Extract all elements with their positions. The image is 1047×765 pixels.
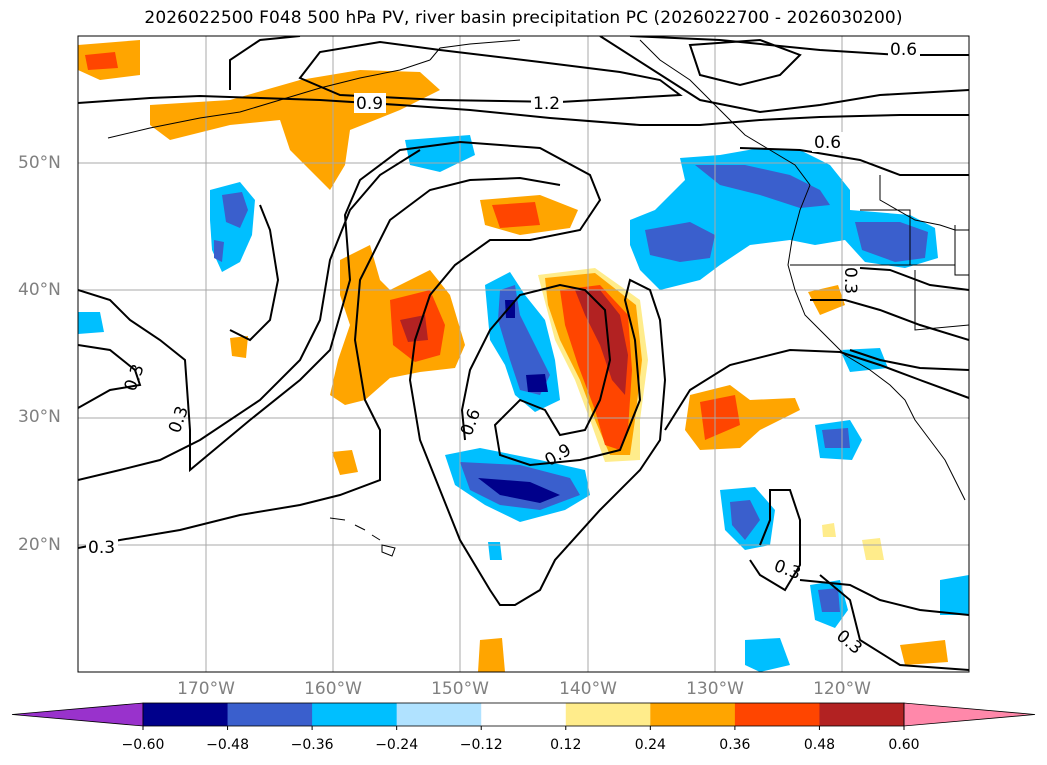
map-title: 2026022500 F048 500 hPa PV, river basin … bbox=[144, 8, 903, 28]
colorbar-segment bbox=[819, 703, 905, 726]
colorbar-tick-label: 0.60 bbox=[888, 737, 920, 753]
contour-label: 0.6 bbox=[814, 133, 841, 153]
lon-label: 160°W bbox=[304, 679, 362, 699]
precip-patch bbox=[488, 542, 502, 560]
contour-label: 0.3 bbox=[88, 538, 115, 558]
precip-patch bbox=[478, 478, 560, 503]
plot-frame bbox=[77, 35, 970, 673]
precip-patch bbox=[630, 148, 938, 290]
lon-label: 120°W bbox=[813, 679, 871, 699]
precip-patch bbox=[492, 202, 540, 228]
lat-label: 20°N bbox=[18, 535, 61, 555]
colorbar-tick-label: 0.48 bbox=[803, 737, 836, 753]
colorbar-segment bbox=[312, 703, 398, 726]
colorbar-segment bbox=[650, 703, 736, 726]
contour-label: 0.3 bbox=[121, 362, 149, 394]
precip-patch bbox=[695, 165, 830, 208]
colorbar-tick-label: −0.60 bbox=[121, 737, 165, 753]
precip-patch bbox=[730, 500, 760, 540]
colorbar-tick-label: −0.36 bbox=[290, 737, 334, 753]
precip-patch bbox=[85, 52, 118, 70]
colorbar-tick-label: 0.12 bbox=[550, 737, 582, 753]
precip-patch bbox=[822, 523, 836, 537]
colorbar-tick-label: 0.36 bbox=[719, 737, 751, 753]
contour-label: 0.6 bbox=[890, 40, 917, 60]
contour-label: 0.3 bbox=[832, 626, 866, 659]
lat-label: 50°N bbox=[18, 153, 61, 173]
colorbar-segment bbox=[481, 703, 567, 726]
lon-label: 150°W bbox=[431, 679, 489, 699]
colorbar-tick-label: 0.24 bbox=[634, 737, 666, 753]
precip-patch bbox=[940, 575, 969, 615]
colorbar-segment bbox=[396, 703, 482, 726]
precip-patch bbox=[332, 450, 358, 475]
colorbar-tick-label: −0.24 bbox=[375, 737, 419, 753]
precip-patch bbox=[822, 428, 850, 448]
colorbar-segment bbox=[565, 703, 651, 726]
colorbar-extend-high bbox=[903, 702, 1036, 727]
precip-patch bbox=[645, 222, 715, 262]
colorbar-frame bbox=[142, 702, 905, 727]
precip-patch bbox=[862, 538, 884, 560]
precip-patch bbox=[478, 638, 505, 672]
contour-label: 0.9 bbox=[356, 94, 383, 114]
precip-patch bbox=[150, 70, 440, 190]
contour-label: 1.2 bbox=[533, 94, 560, 114]
precip-patch bbox=[78, 312, 104, 334]
precip-patch bbox=[222, 192, 248, 228]
precip-patch bbox=[818, 588, 840, 612]
contour-label: 0.3 bbox=[840, 267, 860, 294]
colorbar-extend-low bbox=[11, 702, 144, 727]
precip-patch bbox=[526, 374, 548, 392]
precip-patch bbox=[900, 640, 948, 665]
colorbar bbox=[11, 702, 1036, 730]
precip-patch bbox=[230, 336, 248, 358]
lon-label: 130°W bbox=[686, 679, 744, 699]
precip-patch bbox=[745, 638, 790, 672]
colorbar-tick-label: −0.12 bbox=[459, 737, 503, 753]
colorbar-tick-label: −0.48 bbox=[206, 737, 249, 753]
colorbar-segment bbox=[143, 703, 229, 726]
contour-label-layer: 0.6 0.9 1.2 0.6 0.3 0.3 0.6 0.9 0.3 0.3 … bbox=[86, 38, 920, 659]
pv-contours bbox=[78, 36, 969, 671]
contour-label: 0.3 bbox=[771, 556, 803, 584]
lon-label: 140°W bbox=[559, 679, 617, 699]
colorbar-segment bbox=[734, 703, 820, 726]
lat-label: 40°N bbox=[18, 280, 61, 300]
lon-label: 170°W bbox=[177, 679, 235, 699]
precip-patch bbox=[214, 240, 224, 262]
colorbar-segment bbox=[227, 703, 313, 726]
lat-label: 30°N bbox=[18, 407, 61, 427]
